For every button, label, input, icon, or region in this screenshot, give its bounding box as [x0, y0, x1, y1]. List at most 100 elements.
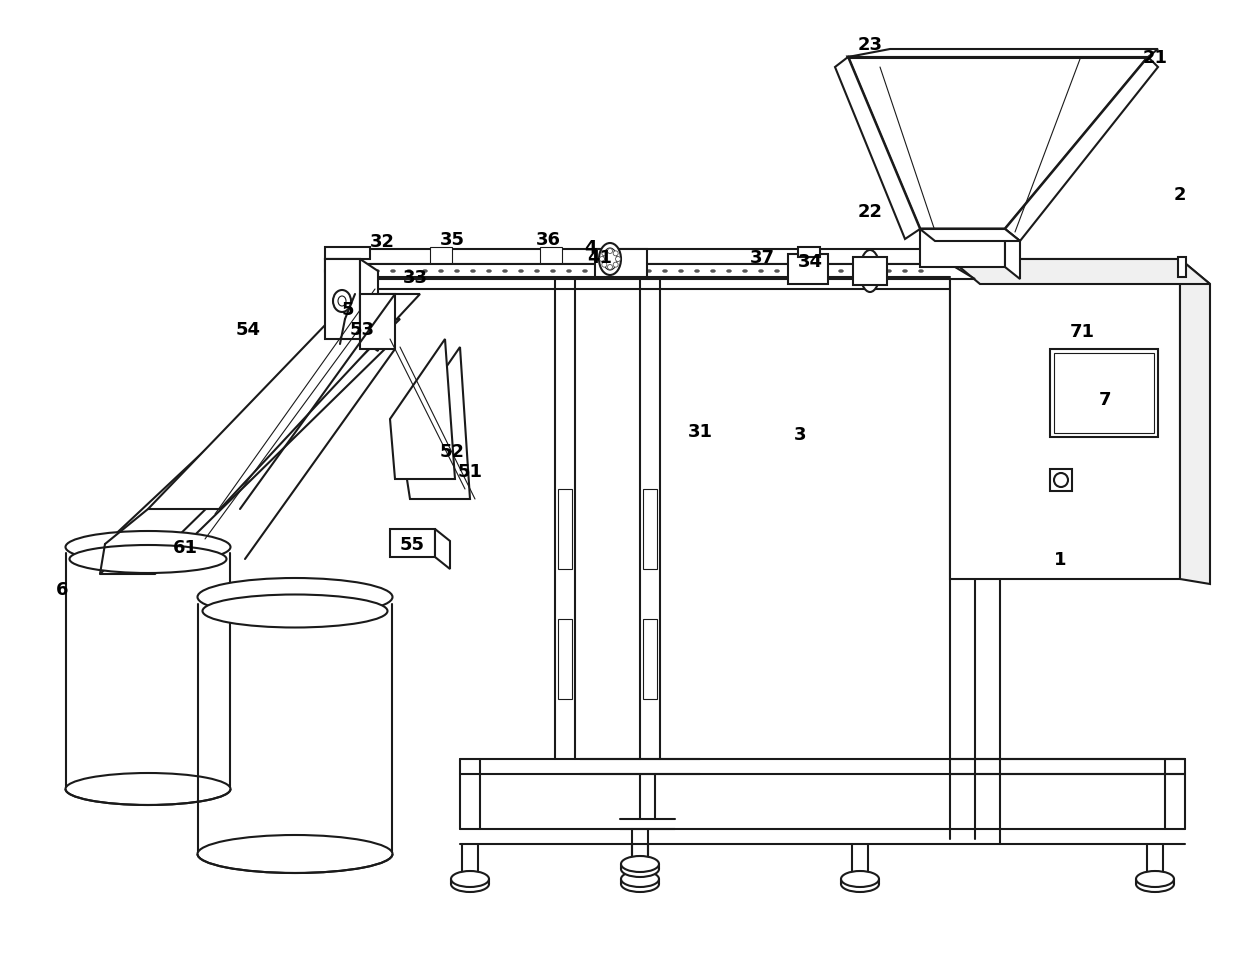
Polygon shape [401, 348, 470, 499]
Polygon shape [391, 340, 455, 480]
Ellipse shape [334, 291, 351, 313]
Text: 32: 32 [370, 233, 394, 251]
Polygon shape [325, 250, 975, 265]
Ellipse shape [599, 244, 621, 276]
Ellipse shape [662, 270, 667, 273]
Ellipse shape [903, 270, 908, 273]
Ellipse shape [583, 270, 588, 273]
Polygon shape [835, 58, 920, 239]
Text: 41: 41 [588, 249, 613, 266]
Bar [1178, 258, 1185, 278]
Ellipse shape [197, 835, 393, 873]
Text: 36: 36 [536, 231, 560, 249]
Ellipse shape [615, 270, 620, 273]
Text: 52: 52 [439, 443, 465, 460]
Text: 33: 33 [403, 268, 428, 287]
Ellipse shape [870, 270, 875, 273]
Ellipse shape [66, 773, 231, 805]
Ellipse shape [439, 270, 444, 273]
Ellipse shape [339, 297, 346, 306]
Ellipse shape [806, 270, 811, 273]
Bar [787, 255, 828, 285]
Text: 1: 1 [1054, 550, 1066, 569]
Ellipse shape [601, 252, 606, 257]
Bar [644, 489, 657, 570]
Text: 2: 2 [1174, 186, 1187, 203]
Ellipse shape [621, 857, 658, 872]
Ellipse shape [599, 270, 604, 273]
Ellipse shape [1136, 876, 1174, 892]
Ellipse shape [759, 270, 764, 273]
Ellipse shape [391, 270, 396, 273]
Text: 55: 55 [399, 536, 424, 553]
Polygon shape [848, 58, 1148, 230]
Text: 71: 71 [1069, 323, 1095, 341]
Polygon shape [1180, 260, 1210, 584]
Polygon shape [100, 345, 391, 575]
Polygon shape [848, 50, 1158, 58]
Ellipse shape [423, 270, 428, 273]
Text: 3: 3 [794, 425, 806, 444]
Ellipse shape [861, 251, 880, 293]
Bar [1050, 470, 1073, 491]
Ellipse shape [608, 249, 613, 254]
Ellipse shape [342, 270, 347, 273]
Polygon shape [325, 260, 360, 340]
Polygon shape [950, 260, 1210, 285]
Text: 21: 21 [1142, 49, 1168, 67]
Ellipse shape [407, 270, 412, 273]
Bar [950, 260, 1180, 579]
Text: 37: 37 [749, 249, 775, 266]
Ellipse shape [1054, 474, 1068, 487]
Ellipse shape [502, 270, 507, 273]
Bar [595, 250, 647, 278]
Ellipse shape [919, 270, 924, 273]
Ellipse shape [1136, 871, 1174, 887]
Ellipse shape [486, 270, 491, 273]
Ellipse shape [470, 270, 475, 273]
Ellipse shape [841, 871, 879, 887]
Ellipse shape [866, 260, 875, 284]
Ellipse shape [567, 270, 572, 273]
Polygon shape [920, 230, 1021, 241]
Text: 5: 5 [342, 300, 355, 319]
Polygon shape [325, 248, 370, 260]
Text: 4: 4 [584, 238, 596, 257]
Ellipse shape [838, 270, 843, 273]
Ellipse shape [534, 270, 539, 273]
Polygon shape [920, 230, 1004, 267]
Text: 7: 7 [1099, 391, 1111, 409]
Ellipse shape [678, 270, 683, 273]
Bar [853, 258, 887, 286]
Bar [558, 489, 572, 570]
Ellipse shape [621, 876, 658, 892]
Text: 61: 61 [172, 539, 197, 556]
Polygon shape [391, 529, 435, 557]
Ellipse shape [455, 270, 460, 273]
Bar [430, 248, 453, 264]
Bar [1054, 354, 1154, 433]
Ellipse shape [615, 257, 620, 263]
Bar [799, 248, 820, 258]
Ellipse shape [646, 270, 651, 273]
Text: 54: 54 [236, 321, 260, 338]
Bar [558, 619, 572, 700]
Ellipse shape [621, 861, 658, 877]
Ellipse shape [358, 270, 363, 273]
Ellipse shape [613, 263, 619, 267]
Ellipse shape [608, 266, 613, 270]
Ellipse shape [694, 270, 699, 273]
Polygon shape [1004, 230, 1021, 280]
Ellipse shape [621, 871, 658, 887]
Polygon shape [435, 529, 450, 570]
Ellipse shape [822, 270, 827, 273]
Polygon shape [360, 260, 378, 352]
Ellipse shape [791, 270, 796, 273]
Polygon shape [325, 260, 360, 310]
Ellipse shape [603, 249, 618, 270]
Polygon shape [105, 320, 401, 545]
Ellipse shape [887, 270, 892, 273]
Text: 23: 23 [858, 36, 883, 54]
Ellipse shape [197, 578, 393, 616]
Ellipse shape [518, 270, 523, 273]
